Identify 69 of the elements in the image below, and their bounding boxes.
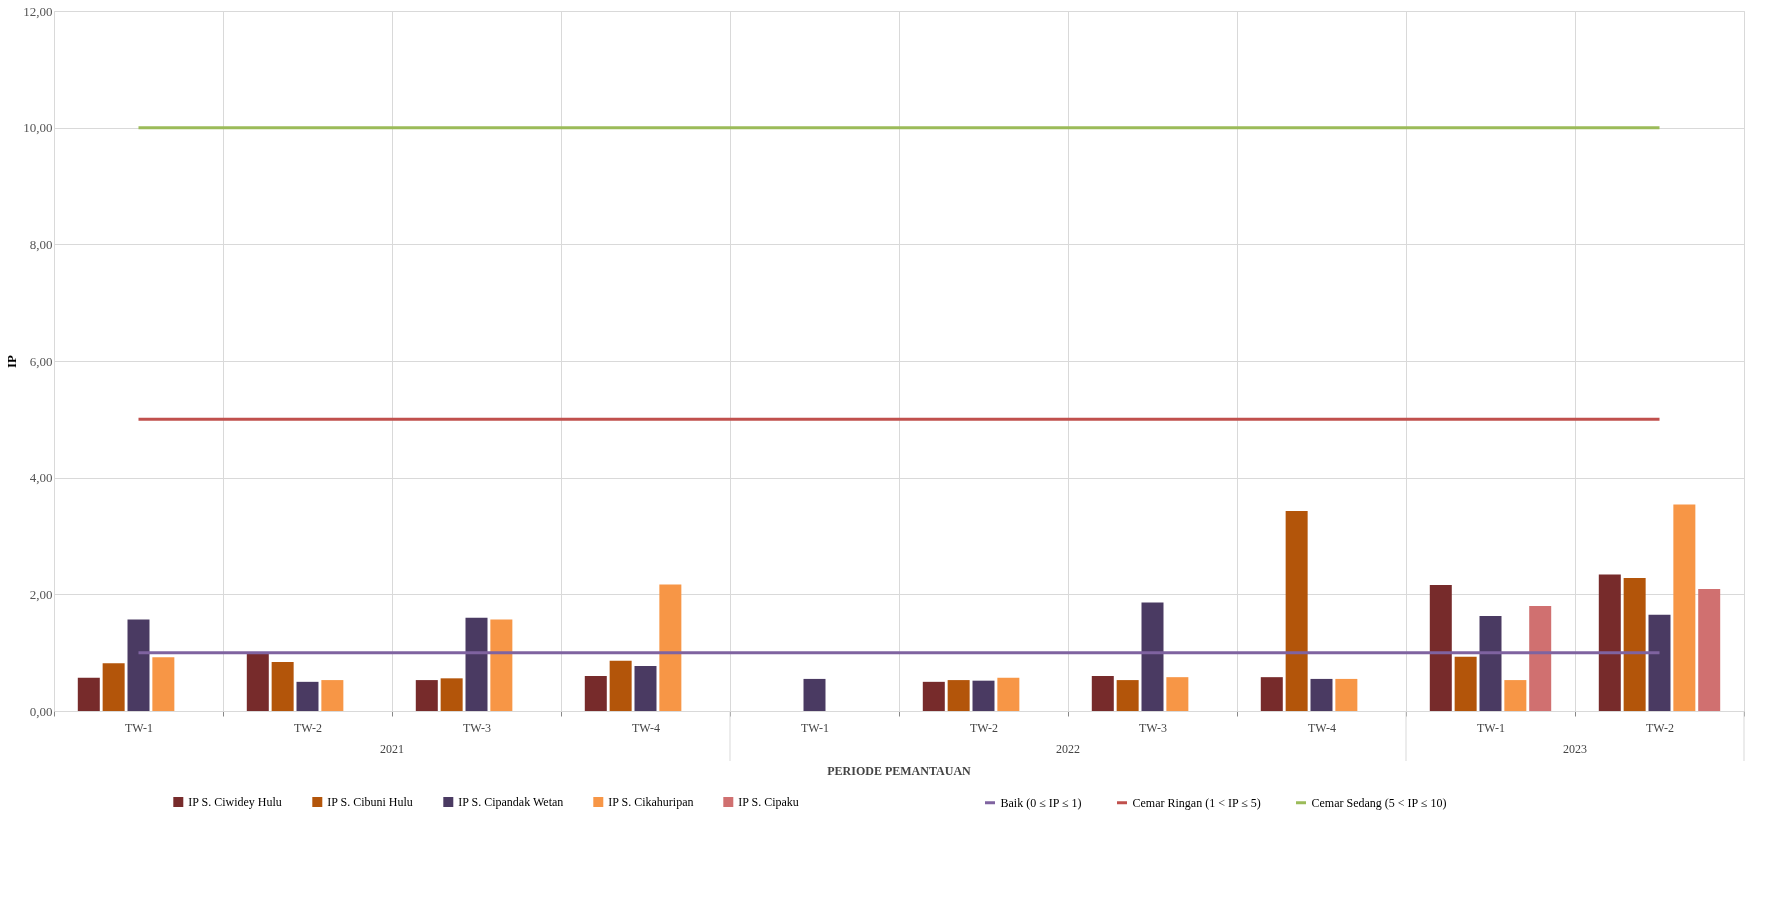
- bar: [296, 681, 319, 711]
- bar: [490, 619, 513, 711]
- bar: [1166, 677, 1189, 711]
- x-tick-label: TW-1: [125, 720, 153, 735]
- bar: [1698, 589, 1721, 711]
- y-tick-label: 2,00: [29, 586, 53, 602]
- bar: [440, 678, 463, 711]
- y-tick-label: 12,00: [23, 3, 53, 19]
- legend-label: Cemar Sedang (5 < IP ≤ 10): [1311, 795, 1447, 810]
- text: 2021: [380, 742, 404, 756]
- bar: [1479, 615, 1502, 711]
- x-tick-label: TW-1: [801, 720, 829, 735]
- x-tick-label: TW-3: [463, 720, 491, 735]
- bar: [922, 681, 945, 711]
- bar: [1141, 602, 1164, 711]
- x-tick-label: TW-1: [1477, 720, 1505, 735]
- bar: [1116, 680, 1139, 711]
- x-tick-label: TW-3: [1139, 720, 1167, 735]
- bar: [584, 676, 607, 711]
- bar: [1673, 504, 1696, 711]
- x-axis-title: PERIODE PEMANTAUAN: [827, 764, 972, 778]
- y-axis-title: IP: [4, 354, 20, 368]
- bar: [1260, 677, 1283, 711]
- bar: [1335, 678, 1358, 711]
- x-tick-label: TW-2: [970, 720, 998, 735]
- bar: [634, 666, 657, 711]
- bar: [77, 677, 100, 711]
- bar: [152, 657, 175, 711]
- bar: [972, 680, 995, 711]
- legend-label: IP S. Cipandak Wetan: [458, 795, 564, 809]
- bar: [465, 617, 488, 711]
- y-tick-label: 8,00: [29, 236, 53, 252]
- legend-label: IP S. Ciwidey Hulu: [188, 795, 282, 809]
- y-tick-label: 10,00: [23, 120, 53, 136]
- bar: [1285, 510, 1308, 711]
- bar: [1648, 614, 1671, 711]
- bar: [1091, 676, 1114, 711]
- legend-label: Cemar Ringan (1 < IP ≤ 5): [1132, 795, 1261, 810]
- legend-label: IP S. Cipaku: [738, 795, 799, 809]
- bar: [1310, 678, 1333, 711]
- bar: [127, 619, 150, 711]
- y-tick-label: 4,00: [29, 470, 53, 486]
- bar: [415, 680, 438, 711]
- y-tick-label: 0,00: [29, 703, 53, 719]
- bar: [947, 680, 970, 711]
- bar: [1504, 680, 1527, 711]
- text: 2022: [1056, 742, 1080, 756]
- legend-label: IP S. Cibuni Hulu: [327, 795, 413, 809]
- legend-label: Baik (0 ≤ IP ≤ 1): [1000, 795, 1082, 810]
- bar: [609, 660, 632, 711]
- bar: [102, 663, 125, 711]
- bar: [1429, 585, 1452, 711]
- x-tick-label: TW-4: [1308, 720, 1336, 735]
- bar: [659, 584, 682, 711]
- bar: [997, 677, 1020, 711]
- bar: [271, 662, 294, 711]
- bar: [1598, 574, 1621, 711]
- x-tick-label: TW-2: [1646, 720, 1674, 735]
- bar: [1623, 578, 1646, 711]
- text: 2023: [1563, 742, 1587, 756]
- bar: [321, 680, 344, 711]
- bar: [1529, 606, 1552, 711]
- bar: [1454, 656, 1477, 711]
- legend-label: IP S. Cikahuripan: [608, 795, 694, 809]
- bar: [803, 678, 826, 711]
- y-tick-label: 6,00: [29, 353, 53, 369]
- x-tick-label: TW-4: [632, 720, 660, 735]
- x-tick-label: TW-2: [294, 720, 322, 735]
- bar: [246, 652, 269, 711]
